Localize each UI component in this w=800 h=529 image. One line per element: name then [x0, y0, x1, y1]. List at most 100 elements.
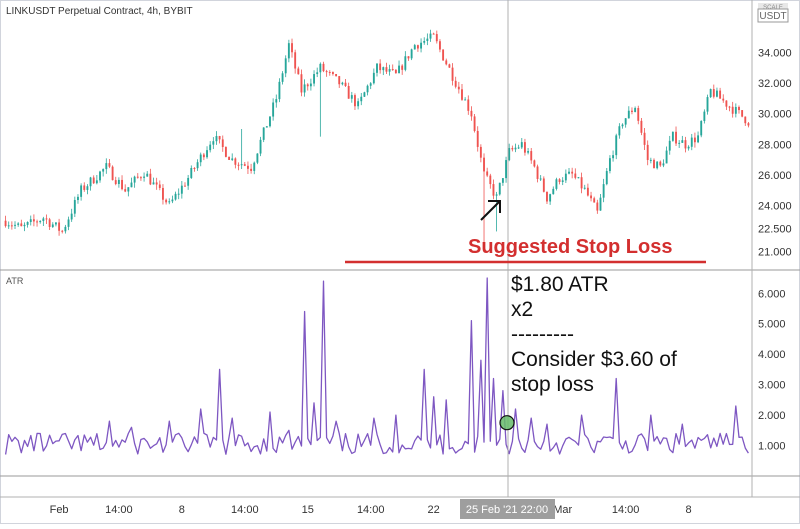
atr-note-line1: $1.80 ATR	[511, 273, 609, 296]
candle-body	[275, 99, 278, 103]
candle-body	[234, 158, 237, 165]
candle-body	[385, 67, 388, 72]
candle-body	[23, 224, 26, 227]
atr-axis[interactable]: 1.000 2.000 3.000 4.000 5.000 6.000	[758, 288, 786, 452]
currency-badge[interactable]	[757, 8, 789, 23]
candle-body	[697, 135, 700, 143]
price-tick-label: 21.000	[758, 246, 792, 258]
candle-body	[505, 160, 507, 179]
candle-body	[659, 161, 662, 166]
candle-body	[731, 106, 734, 114]
candle-body	[479, 146, 482, 158]
candle-body	[306, 84, 309, 87]
candle-body	[546, 191, 548, 202]
candle-body	[187, 177, 190, 186]
atr-series	[4, 277, 749, 455]
candle-body	[48, 219, 51, 227]
candle-body	[117, 179, 120, 185]
candle-body	[247, 165, 249, 169]
candle-body	[319, 63, 322, 73]
scale-badge[interactable]	[758, 3, 788, 9]
candle-body	[646, 144, 649, 160]
candle-body	[539, 178, 542, 180]
candle-body	[429, 33, 432, 39]
candle-body	[435, 34, 438, 42]
candle-body	[7, 225, 10, 227]
currency-badge-label: USDT	[759, 11, 786, 22]
candle-body	[637, 108, 640, 121]
candle-body	[574, 173, 577, 178]
candle-body	[649, 159, 652, 161]
arrow-annotation	[480, 200, 501, 221]
candle-body	[461, 89, 463, 100]
candle-body	[344, 82, 347, 87]
time-tick-label: 14:00	[105, 504, 133, 516]
candle-body	[64, 226, 67, 232]
candle-body	[193, 167, 196, 169]
candle-body	[549, 194, 552, 202]
candle-body	[45, 218, 48, 220]
scale-badge-label: SCALE	[763, 5, 783, 11]
candle-body	[523, 142, 526, 153]
time-tick-label: Feb	[50, 504, 69, 516]
candle-body	[237, 164, 240, 166]
candle-body	[77, 196, 79, 201]
time-tick-label: Mar	[553, 504, 572, 516]
candle-body	[328, 72, 331, 74]
time-tick-label: 14:00	[357, 504, 385, 516]
atr-line	[4, 277, 749, 455]
candle-body	[744, 116, 747, 124]
candle-body	[20, 223, 23, 227]
candle-body	[250, 168, 253, 171]
candle-body	[656, 161, 659, 169]
candle-body	[747, 123, 750, 126]
candle-body	[580, 177, 583, 189]
candle-body	[634, 108, 637, 112]
candle-body	[577, 177, 580, 179]
atr-tick-label: 5.000	[758, 319, 786, 331]
candle-body	[467, 99, 470, 111]
candle-body	[514, 147, 517, 150]
candle-body	[51, 224, 54, 227]
candle-body	[470, 110, 473, 117]
candle-body	[168, 201, 171, 203]
price-axis[interactable]: 21.000 22.500 24.000 26.000 28.000 30.000 32.0…	[758, 48, 792, 259]
candle-body	[624, 118, 627, 125]
candle-body	[501, 178, 504, 183]
candle-body	[382, 67, 385, 71]
price-tick-label: 26.000	[758, 170, 792, 182]
candle-body	[533, 160, 536, 167]
candle-body	[426, 38, 429, 41]
candle-body	[102, 169, 105, 172]
candle-body	[136, 176, 139, 178]
atr-highlight-marker	[499, 415, 515, 431]
candle-body	[675, 131, 677, 144]
candle-body	[492, 184, 495, 196]
candle-body	[215, 136, 218, 142]
time-axis[interactable]: Feb 14:00 8 14:00 15 14:00 22 Mar 14:00 8	[50, 504, 692, 516]
candle-body	[586, 187, 589, 196]
candle-body	[124, 189, 127, 192]
candle-body	[439, 41, 441, 50]
candle-body	[105, 163, 108, 170]
candle-body	[121, 179, 123, 190]
candle-body	[404, 56, 407, 70]
candle-body	[401, 65, 404, 70]
candle-body	[631, 110, 633, 112]
candle-body	[662, 163, 665, 166]
candle-body	[29, 219, 32, 223]
candle-body	[278, 81, 281, 100]
candle-body	[681, 140, 684, 143]
candle-body	[42, 218, 45, 221]
atr-tick-label: 1.000	[758, 441, 786, 453]
candle-body	[212, 141, 215, 145]
candle-body	[511, 148, 514, 150]
candle-body	[338, 76, 341, 85]
candle-body	[700, 121, 703, 136]
candle-body	[32, 219, 35, 222]
candle-body	[73, 200, 76, 214]
candle-body	[67, 219, 70, 227]
candle-body	[476, 130, 479, 147]
candle-body	[716, 90, 718, 97]
